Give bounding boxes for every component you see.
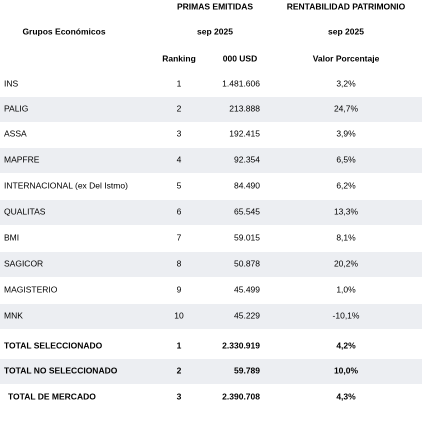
cell-percent: 1,0% <box>336 284 356 294</box>
cell-ranking: 9 <box>177 284 182 294</box>
cell-percent: 3,9% <box>336 128 356 138</box>
cell-percent: 6,2% <box>336 180 356 190</box>
cell-ranking: 2 <box>177 365 182 375</box>
header-period: sep 2025 <box>328 26 364 36</box>
cell-name: PALIG <box>4 103 28 113</box>
cell-amount: 59.789 <box>234 365 260 375</box>
cell-name: INS <box>4 78 19 88</box>
cell-name: TOTAL SELECCIONADO <box>4 340 103 350</box>
cell-ranking: 1 <box>177 340 182 350</box>
row-background <box>0 97 422 122</box>
cell-name: QUALITAS <box>4 206 46 216</box>
cell-percent: 6,5% <box>336 154 356 164</box>
cell-percent: 4,3% <box>336 391 356 401</box>
row-background <box>0 304 422 329</box>
cell-ranking: 3 <box>177 391 182 401</box>
row-background <box>0 252 422 277</box>
cell-ranking: 1 <box>177 78 182 88</box>
cell-amount: 192.415 <box>229 128 260 138</box>
cell-name: SAGICOR <box>4 258 43 268</box>
cell-name: MAGISTERIO <box>4 284 58 294</box>
cell-name: BMI <box>4 232 19 242</box>
cell-amount: 213.888 <box>229 103 260 113</box>
cell-ranking: 6 <box>177 206 182 216</box>
cell-name: MAPFRE <box>4 154 40 164</box>
cell-amount: 2.330.919 <box>222 340 260 350</box>
row-background <box>0 200 422 225</box>
cell-amount: 1.481.606 <box>222 78 260 88</box>
cell-amount: 59.015 <box>234 232 260 242</box>
cell-amount: 45.499 <box>234 284 260 294</box>
cell-ranking: 2 <box>177 103 182 113</box>
cell-percent: 24,7% <box>334 103 359 113</box>
cell-amount: 2.390.708 <box>222 391 260 401</box>
cell-amount: 45.229 <box>234 310 260 320</box>
column-header: Ranking <box>162 53 196 63</box>
cell-amount: 84.490 <box>234 180 260 190</box>
cell-percent: 4,2% <box>336 340 356 350</box>
cell-amount: 92.354 <box>234 154 260 164</box>
cell-ranking: 10 <box>174 310 184 320</box>
cell-percent: 20,2% <box>334 258 359 268</box>
cell-name: MNK <box>4 310 23 320</box>
cell-ranking: 8 <box>177 258 182 268</box>
cell-ranking: 3 <box>177 128 182 138</box>
cell-percent: 3,2% <box>336 78 356 88</box>
row-background <box>0 359 422 384</box>
column-header: 000 USD <box>223 53 258 63</box>
column-header: Valor Porcentaje <box>313 53 380 63</box>
cell-amount: 50.878 <box>234 258 260 268</box>
header-period: sep 2025 <box>197 26 233 36</box>
cell-percent: 8,1% <box>336 232 356 242</box>
header-group: PRIMAS EMITIDAS <box>177 1 253 11</box>
cell-name: TOTAL NO SELECCIONADO <box>4 365 118 375</box>
cell-percent: 10,0% <box>334 365 359 375</box>
cell-ranking: 5 <box>177 180 182 190</box>
cell-name: ASSA <box>4 128 27 138</box>
cell-ranking: 7 <box>177 232 182 242</box>
cell-name: INTERNACIONAL (ex Del Istmo) <box>4 180 128 190</box>
cell-ranking: 4 <box>177 154 182 164</box>
cell-name: TOTAL DE MERCADO <box>8 391 96 401</box>
cell-percent: 13,3% <box>334 206 359 216</box>
header-group: RENTABILIDAD PATRIMONIO <box>287 1 406 11</box>
row-background <box>0 148 422 173</box>
cell-percent: -10,1% <box>333 310 360 320</box>
header-label: Grupos Económicos <box>22 26 105 36</box>
cell-amount: 65.545 <box>234 206 260 216</box>
